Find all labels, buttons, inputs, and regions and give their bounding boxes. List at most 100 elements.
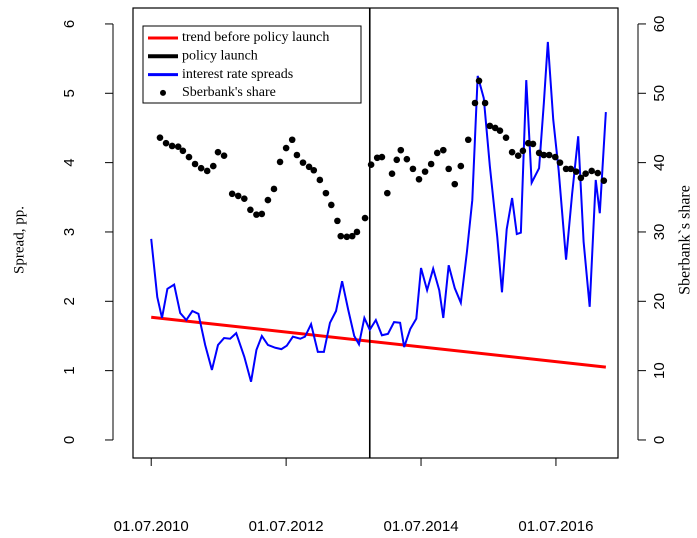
point [185, 153, 193, 161]
point [388, 170, 396, 178]
point [168, 142, 176, 150]
point [276, 158, 284, 166]
point [337, 232, 345, 240]
y2-tick-label: 10 [651, 362, 668, 379]
point [343, 233, 351, 241]
point [348, 232, 356, 240]
point [191, 160, 199, 168]
point [220, 152, 228, 159]
point [203, 167, 211, 175]
point [209, 162, 217, 170]
point [582, 170, 589, 178]
point [529, 140, 537, 148]
point [545, 151, 553, 159]
point [464, 136, 472, 144]
point [588, 167, 595, 175]
y-axis-title: Spread, pp. [11, 206, 27, 274]
point [508, 148, 516, 156]
point [299, 159, 307, 166]
y2-tick-label: 50 [651, 85, 668, 102]
y-tick-label: 0 [61, 436, 78, 444]
point [378, 153, 386, 161]
point [247, 206, 254, 214]
point [567, 165, 575, 173]
point [540, 151, 548, 159]
y2-axis-title: Sberbank`s share [677, 185, 694, 295]
point [451, 180, 459, 188]
point [556, 159, 564, 166]
y2-tick-label: 30 [651, 224, 668, 241]
point [457, 162, 465, 170]
point [361, 214, 369, 222]
y2-tick-label: 60 [651, 16, 668, 33]
point [577, 174, 585, 182]
x-tick-label: 01.07.2012 [249, 518, 324, 535]
x-tick-label: 01.07.2016 [518, 518, 593, 535]
point [384, 189, 391, 197]
legend-marker [160, 89, 166, 96]
point [282, 144, 290, 152]
point [471, 99, 479, 107]
point [403, 155, 411, 163]
point [253, 211, 260, 218]
y2-tick-label: 0 [651, 436, 668, 444]
point [288, 136, 296, 144]
point [475, 77, 483, 85]
legend-label: interest rate spreads [182, 67, 293, 82]
point [310, 166, 318, 174]
point [316, 176, 324, 184]
point [241, 195, 248, 202]
point [439, 146, 447, 154]
point [264, 196, 272, 204]
y-tick-label: 1 [61, 366, 78, 374]
point [551, 153, 559, 161]
point [514, 152, 522, 159]
point [334, 217, 341, 225]
point [600, 177, 608, 184]
y-tick-label: 3 [61, 228, 78, 236]
point [258, 210, 266, 218]
legend-label: trend before policy launch [182, 30, 329, 45]
point [322, 189, 330, 197]
point [502, 134, 510, 141]
point [228, 190, 236, 198]
point [562, 165, 570, 173]
point [393, 156, 401, 164]
point [234, 192, 242, 200]
point [409, 165, 417, 173]
point [270, 185, 278, 193]
point [293, 151, 301, 159]
point [433, 149, 441, 157]
x-tick-label: 01.07.2010 [114, 518, 189, 535]
point [486, 122, 494, 130]
point [594, 169, 602, 177]
legend-label: policy launch [182, 49, 258, 64]
y-tick-label: 6 [61, 20, 78, 28]
point [427, 160, 435, 168]
y-tick-label: 4 [61, 158, 78, 166]
point [496, 127, 504, 135]
y2-tick-label: 40 [651, 154, 668, 171]
point [179, 147, 187, 155]
point [214, 148, 222, 156]
point [328, 201, 335, 209]
legend-box [142, 25, 362, 104]
point [174, 143, 182, 150]
y-tick-label: 2 [61, 297, 78, 305]
point [421, 168, 429, 175]
legend-label: Sberbank's share [182, 85, 276, 100]
series-line [151, 315, 607, 369]
point [481, 99, 489, 107]
point [415, 175, 423, 183]
point [156, 134, 164, 141]
point [445, 165, 452, 173]
point [353, 228, 361, 236]
point [572, 168, 580, 175]
point [162, 139, 170, 147]
y-tick-label: 5 [61, 89, 78, 97]
point [397, 146, 405, 154]
series-line [150, 41, 607, 382]
point [305, 163, 313, 171]
y2-tick-label: 20 [651, 293, 668, 310]
